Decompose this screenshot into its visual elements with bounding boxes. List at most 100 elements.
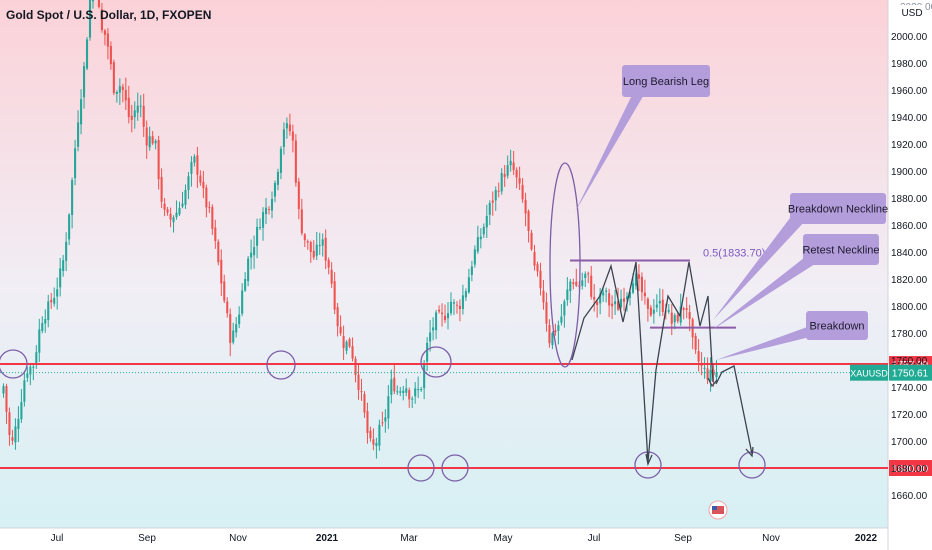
- candle-body: [154, 140, 157, 144]
- candle-body: [420, 389, 423, 391]
- candle-body: [97, 0, 101, 7]
- callout-retest-neckline-pointer: [712, 254, 818, 330]
- callout-breakdown-box: [806, 311, 868, 340]
- candle-body: [115, 91, 118, 95]
- candle-body: [426, 342, 429, 362]
- candle-body: [637, 274, 640, 279]
- candle-body: [235, 324, 238, 333]
- candle-body: [205, 187, 208, 208]
- flag-icon: [712, 506, 724, 514]
- candle-body: [614, 301, 617, 305]
- y-tick-label: 1920.00: [891, 140, 928, 151]
- candle-body: [443, 315, 447, 321]
- candle-body: [473, 249, 476, 265]
- candle-body: [82, 66, 86, 98]
- candle-body: [309, 242, 312, 252]
- candle-body: [106, 33, 109, 47]
- candle-body: [41, 323, 44, 331]
- highlight-circle: [266, 350, 296, 380]
- candle-body: [324, 237, 327, 261]
- y-tick-label: 1940.00: [891, 113, 928, 124]
- candle-body: [169, 213, 172, 220]
- candle-body: [599, 293, 602, 304]
- candle-body: [521, 184, 524, 200]
- candle-body: [202, 181, 205, 189]
- candle-body: [369, 430, 372, 439]
- candle-body: [709, 369, 712, 382]
- candle-body: [625, 296, 629, 300]
- candle-body: [622, 298, 626, 302]
- symbol-tag: [850, 364, 888, 381]
- candle-body: [348, 339, 351, 347]
- candle-body: [184, 190, 187, 205]
- candle-body: [50, 299, 53, 303]
- y-tick-label: 1680.00: [891, 464, 928, 475]
- y-tick-label: 1960.00: [891, 86, 928, 97]
- candle-body: [244, 278, 247, 291]
- candle-body: [53, 297, 56, 304]
- candle-body: [71, 180, 74, 215]
- candle-body: [77, 122, 80, 147]
- candle-body: [321, 239, 324, 246]
- callout-retest-neckline-text: Retest Neckline: [802, 245, 879, 257]
- candle-body: [715, 372, 718, 378]
- candle-body: [476, 237, 479, 252]
- candle-body: [5, 386, 8, 412]
- candle-body: [557, 325, 560, 331]
- candle-body: [411, 398, 414, 400]
- candle-body: [566, 289, 569, 301]
- candle-body: [130, 115, 133, 120]
- candle-body: [91, 0, 95, 2]
- candle-body: [658, 300, 661, 304]
- candle-body: [172, 217, 175, 223]
- candle-body: [545, 302, 548, 324]
- candle-body: [587, 273, 590, 275]
- arrowhead: [745, 446, 754, 458]
- candle-body: [611, 303, 614, 307]
- level-tag-label: 1680.00: [892, 464, 929, 475]
- candle-body: [330, 269, 333, 284]
- candle-body: [56, 289, 59, 297]
- candle-body: [336, 307, 339, 327]
- candle-body: [435, 312, 438, 331]
- candle-body: [667, 309, 670, 312]
- last-price-tag: [889, 364, 932, 381]
- candle-body: [694, 336, 697, 350]
- x-tick-label: May: [494, 533, 513, 544]
- candle-body: [279, 148, 282, 173]
- candle-body: [44, 319, 47, 324]
- candle-body: [80, 99, 83, 125]
- candle-body: [676, 314, 679, 322]
- candle-body: [345, 341, 348, 351]
- x-tick-label: Sep: [138, 533, 156, 544]
- candle-body: [685, 308, 688, 310]
- candle-body: [455, 304, 459, 306]
- candle-body: [133, 110, 136, 118]
- candle-body: [88, 0, 92, 38]
- y-tick-label: 1900.00: [891, 167, 928, 178]
- candle-body: [405, 388, 408, 393]
- x-tick-label: 2022: [855, 533, 878, 544]
- candle-body: [226, 301, 229, 314]
- projected-path-3: [715, 365, 753, 455]
- candle-body: [446, 313, 450, 319]
- candle-body: [440, 312, 444, 315]
- candle-body: [196, 155, 199, 175]
- candle-body: [35, 352, 38, 365]
- candle-body: [706, 368, 709, 380]
- candle-body: [572, 282, 575, 284]
- candle-body: [485, 215, 488, 228]
- candle-body: [703, 367, 706, 369]
- projected-path-2: [647, 261, 714, 463]
- candle-body: [214, 227, 217, 242]
- candle-body: [339, 326, 342, 334]
- candle-body: [327, 259, 330, 268]
- candle-body: [554, 330, 557, 333]
- candle-body: [276, 171, 280, 185]
- bearish-leg-ellipse: [549, 162, 581, 368]
- candle-body: [602, 292, 605, 296]
- candle-body: [318, 245, 321, 247]
- candle-body: [256, 226, 259, 246]
- callout-breakdown-pointer: [716, 326, 814, 360]
